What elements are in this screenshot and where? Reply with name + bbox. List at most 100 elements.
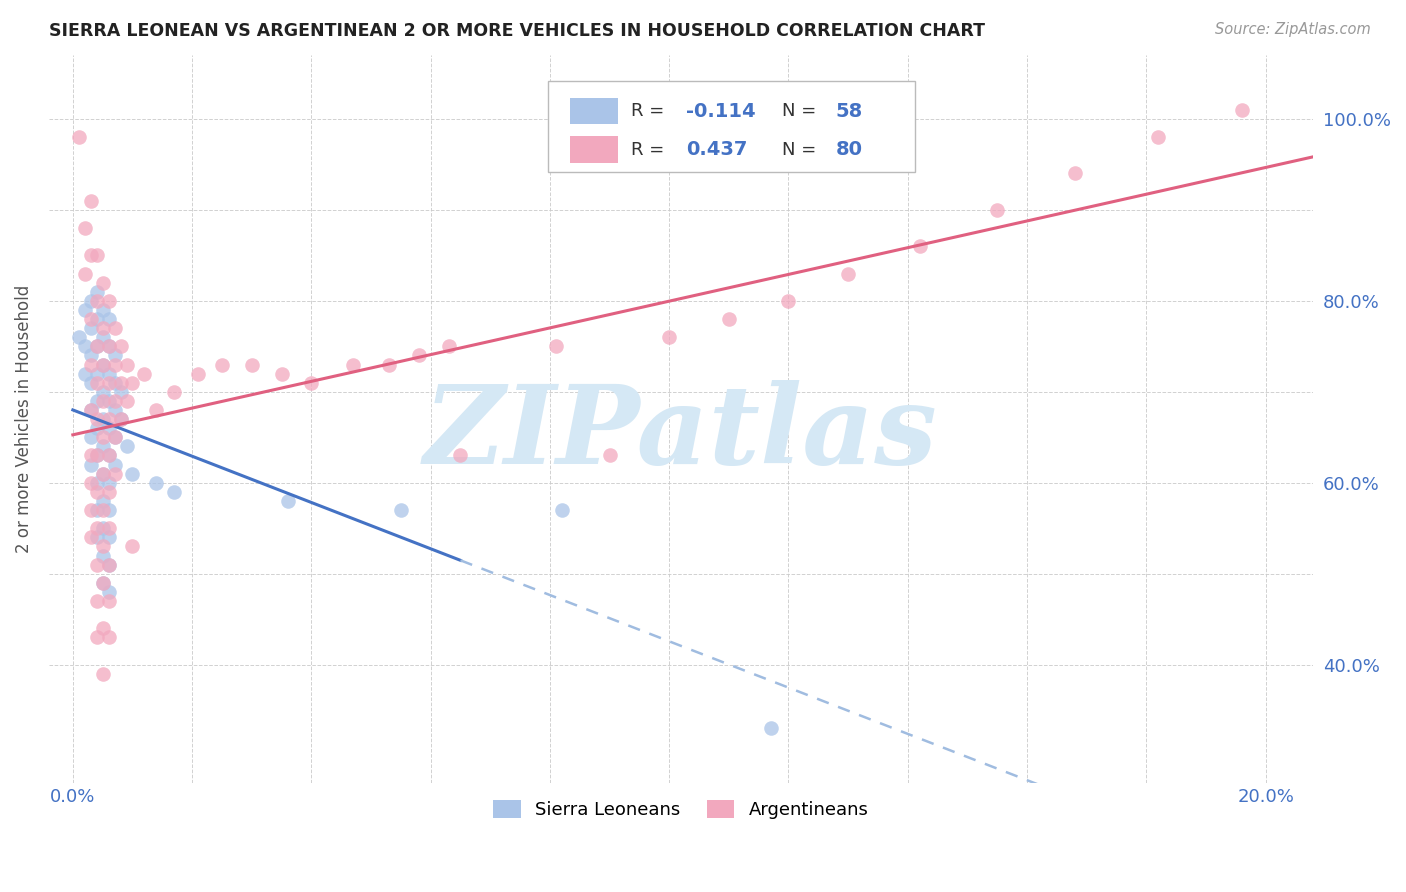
- Point: [73, 302, 96, 317]
- Point: [115, 358, 138, 372]
- Point: [86, 339, 108, 353]
- Point: [378, 358, 401, 372]
- Point: [97, 339, 120, 353]
- Point: [240, 358, 263, 372]
- Point: [80, 194, 103, 208]
- Point: [91, 358, 114, 372]
- Point: [86, 475, 108, 490]
- Point: [121, 540, 143, 554]
- Point: [1063, 166, 1085, 180]
- Point: [121, 467, 143, 481]
- Point: [91, 549, 114, 563]
- Point: [91, 494, 114, 508]
- Point: [80, 312, 103, 326]
- Point: [80, 530, 103, 544]
- Point: [80, 403, 103, 417]
- Point: [342, 358, 364, 372]
- Text: N =: N =: [782, 141, 823, 159]
- Point: [163, 384, 186, 399]
- Point: [270, 367, 292, 381]
- Point: [91, 393, 114, 408]
- Point: [86, 449, 108, 463]
- Point: [73, 267, 96, 281]
- Point: [115, 439, 138, 453]
- Point: [97, 449, 120, 463]
- Point: [86, 312, 108, 326]
- Point: [86, 367, 108, 381]
- Point: [80, 475, 103, 490]
- Point: [80, 348, 103, 362]
- Point: [103, 430, 125, 444]
- Point: [91, 621, 114, 635]
- Point: [86, 521, 108, 535]
- Text: -0.114: -0.114: [686, 102, 756, 120]
- Point: [110, 376, 132, 390]
- Point: [97, 558, 120, 572]
- Point: [408, 348, 430, 362]
- Point: [837, 267, 859, 281]
- Point: [91, 467, 114, 481]
- Point: [97, 484, 120, 499]
- Point: [908, 239, 931, 253]
- Point: [778, 293, 800, 308]
- Legend: Sierra Leoneans, Argentineans: Sierra Leoneans, Argentineans: [486, 793, 876, 826]
- Point: [97, 339, 120, 353]
- Point: [91, 330, 114, 344]
- Point: [103, 358, 125, 372]
- Text: R =: R =: [630, 102, 669, 120]
- Point: [759, 722, 782, 736]
- Point: [103, 467, 125, 481]
- Text: ZIPatlas: ZIPatlas: [425, 380, 938, 487]
- Point: [97, 503, 120, 517]
- Point: [450, 449, 472, 463]
- Text: 0.437: 0.437: [686, 140, 748, 159]
- Text: SIERRA LEONEAN VS ARGENTINEAN 2 OR MORE VEHICLES IN HOUSEHOLD CORRELATION CHART: SIERRA LEONEAN VS ARGENTINEAN 2 OR MORE …: [49, 22, 986, 40]
- Point: [121, 376, 143, 390]
- Point: [91, 540, 114, 554]
- Point: [91, 439, 114, 453]
- Point: [80, 458, 103, 472]
- Point: [86, 376, 108, 390]
- Point: [97, 393, 120, 408]
- Point: [91, 430, 114, 444]
- Point: [80, 403, 103, 417]
- Point: [1147, 130, 1170, 145]
- Point: [97, 521, 120, 535]
- Point: [211, 358, 233, 372]
- Point: [91, 467, 114, 481]
- Point: [67, 330, 90, 344]
- Point: [86, 339, 108, 353]
- Point: [97, 631, 120, 645]
- Point: [97, 558, 120, 572]
- Point: [80, 358, 103, 372]
- Point: [276, 494, 298, 508]
- Point: [145, 403, 167, 417]
- Point: [97, 449, 120, 463]
- Point: [103, 458, 125, 472]
- Point: [599, 449, 621, 463]
- FancyBboxPatch shape: [569, 136, 617, 162]
- FancyBboxPatch shape: [548, 80, 915, 171]
- Point: [91, 302, 114, 317]
- FancyBboxPatch shape: [569, 98, 617, 124]
- Point: [80, 503, 103, 517]
- Point: [658, 330, 681, 344]
- Point: [80, 321, 103, 335]
- Text: 80: 80: [835, 140, 862, 159]
- Point: [103, 393, 125, 408]
- Point: [80, 376, 103, 390]
- Point: [80, 449, 103, 463]
- Point: [67, 130, 90, 145]
- Y-axis label: 2 or more Vehicles in Household: 2 or more Vehicles in Household: [15, 285, 32, 553]
- Text: R =: R =: [630, 141, 669, 159]
- Point: [97, 530, 120, 544]
- Point: [103, 321, 125, 335]
- Point: [80, 248, 103, 262]
- Point: [91, 321, 114, 335]
- Point: [97, 376, 120, 390]
- Point: [91, 384, 114, 399]
- Point: [145, 475, 167, 490]
- Point: [544, 339, 567, 353]
- Point: [73, 221, 96, 235]
- Point: [134, 367, 156, 381]
